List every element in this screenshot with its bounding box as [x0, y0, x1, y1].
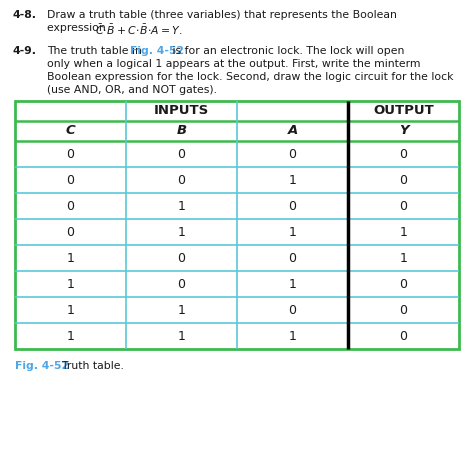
Text: Y: Y	[399, 125, 408, 137]
Text: C: C	[65, 125, 75, 137]
Text: 1: 1	[400, 251, 408, 265]
Text: Fig. 4-52: Fig. 4-52	[130, 46, 184, 56]
Text: 1: 1	[66, 278, 74, 290]
Text: 4-9.: 4-9.	[13, 46, 37, 56]
Text: 1: 1	[289, 225, 296, 239]
Text: 0: 0	[289, 147, 297, 160]
Text: 0: 0	[177, 278, 185, 290]
Text: 0: 0	[400, 329, 408, 343]
Text: 0: 0	[400, 304, 408, 316]
Text: 0: 0	[66, 147, 74, 160]
Text: 0: 0	[289, 304, 297, 316]
Text: The truth table in: The truth table in	[47, 46, 146, 56]
Text: 1: 1	[66, 329, 74, 343]
Text: 1: 1	[178, 225, 185, 239]
Text: 0: 0	[66, 225, 74, 239]
Text: 1: 1	[178, 200, 185, 213]
Text: 0: 0	[400, 278, 408, 290]
Text: Fig. 4-52: Fig. 4-52	[15, 361, 69, 371]
Text: 1: 1	[400, 225, 408, 239]
Text: (use AND, OR, and NOT gates).: (use AND, OR, and NOT gates).	[47, 85, 217, 95]
Text: 0: 0	[66, 200, 74, 213]
Text: Draw a truth table (three variables) that represents the Boolean: Draw a truth table (three variables) tha…	[47, 10, 397, 20]
Text: A: A	[287, 125, 298, 137]
Text: expression: expression	[47, 23, 109, 33]
Text: Truth table.: Truth table.	[55, 361, 124, 371]
Text: 0: 0	[66, 174, 74, 186]
Text: 0: 0	[177, 147, 185, 160]
Text: B: B	[176, 125, 187, 137]
Text: 0: 0	[289, 251, 297, 265]
Text: 1: 1	[178, 304, 185, 316]
Text: OUTPUT: OUTPUT	[373, 104, 434, 118]
Text: 1: 1	[289, 329, 296, 343]
Text: 1: 1	[289, 278, 296, 290]
Text: Boolean expression for the lock. Second, draw the logic circuit for the lock: Boolean expression for the lock. Second,…	[47, 72, 454, 82]
Text: is for an electronic lock. The lock will open: is for an electronic lock. The lock will…	[169, 46, 404, 56]
Text: 0: 0	[177, 174, 185, 186]
Text: 0: 0	[400, 147, 408, 160]
Text: 0: 0	[177, 251, 185, 265]
Text: only when a logical 1 appears at the output. First, write the minterm: only when a logical 1 appears at the out…	[47, 60, 420, 70]
Text: 0: 0	[289, 200, 297, 213]
Text: 4-8.: 4-8.	[13, 10, 37, 20]
Text: 0: 0	[400, 174, 408, 186]
Bar	[15, 101, 459, 349]
Text: 1: 1	[66, 304, 74, 316]
Text: 1: 1	[289, 174, 296, 186]
Text: INPUTS: INPUTS	[154, 104, 209, 118]
Text: 1: 1	[66, 251, 74, 265]
Text: 0: 0	[400, 200, 408, 213]
Text: $\bar{C}\!\cdot\!\bar{B}+C\!\cdot\!\bar{B}\!\cdot\!A=Y.$: $\bar{C}\!\cdot\!\bar{B}+C\!\cdot\!\bar{…	[95, 23, 182, 37]
Text: 1: 1	[178, 329, 185, 343]
